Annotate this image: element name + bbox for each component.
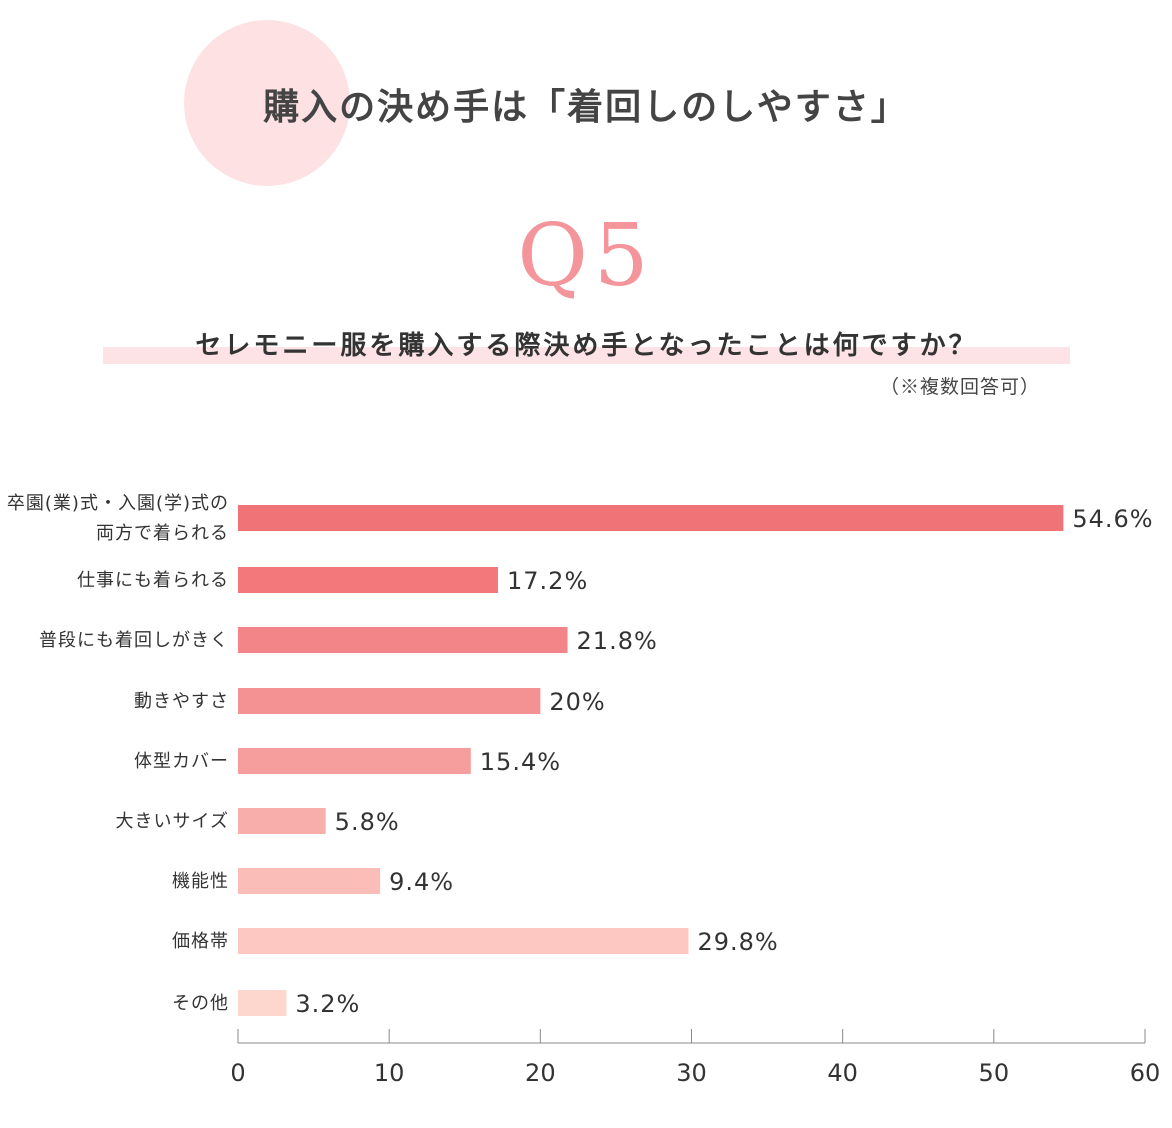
bar-5 xyxy=(238,808,326,834)
value-label-2: 21.8% xyxy=(577,627,658,655)
bar-0 xyxy=(238,505,1064,531)
category-label-2-0: 普段にも着回しがきく xyxy=(39,630,229,651)
category-label-8-0: その他 xyxy=(172,993,229,1014)
x-tick-label-6: 60 xyxy=(1130,1059,1161,1087)
bar-7 xyxy=(238,928,689,954)
x-tick-label-2: 20 xyxy=(525,1059,556,1087)
category-label-0-0: 卒園(業)式・入園(学)式の xyxy=(7,493,229,514)
x-tick-label-0: 0 xyxy=(230,1059,245,1087)
bar-1 xyxy=(238,567,499,593)
category-label-3-0: 動きやすさ xyxy=(134,691,229,712)
value-label-7: 29.8% xyxy=(697,928,778,956)
value-label-5: 5.8% xyxy=(335,808,400,836)
bar-3 xyxy=(238,688,541,714)
bar-8 xyxy=(238,990,287,1016)
x-tick-label-3: 30 xyxy=(676,1059,707,1087)
category-label-0-1: 両方で着られる xyxy=(96,523,229,544)
category-label-5-0: 大きいサイズ xyxy=(116,811,229,832)
value-label-6: 9.4% xyxy=(389,868,454,896)
category-label-6-0: 機能性 xyxy=(172,871,229,892)
x-tick-label-4: 40 xyxy=(827,1059,858,1087)
x-tick-label-1: 10 xyxy=(374,1059,405,1087)
page-title: 購入の決め手は「着回しのしやすさ」 xyxy=(263,86,909,128)
bar-6 xyxy=(238,868,381,894)
decorative-circle xyxy=(184,20,350,186)
category-label-1-0: 仕事にも着られる xyxy=(77,570,229,591)
question-text: セレモニー服を購入する際決め手となったことは何ですか？ xyxy=(195,331,978,361)
value-label-0: 54.6% xyxy=(1072,505,1153,533)
bar-2 xyxy=(238,627,568,653)
category-label-7-0: 価格帯 xyxy=(172,931,229,952)
value-label-4: 15.4% xyxy=(480,748,561,776)
question-highlight-band xyxy=(103,347,1070,364)
value-label-8: 3.2% xyxy=(295,990,360,1018)
bar-4 xyxy=(238,748,471,774)
x-tick-label-5: 50 xyxy=(979,1059,1010,1087)
value-label-1: 17.2% xyxy=(507,567,588,595)
category-label-4-0: 体型カバー xyxy=(134,751,229,772)
multiple-answer-note: （※複数回答可） xyxy=(879,376,1040,398)
question-number: Q5 xyxy=(517,206,655,306)
value-label-3: 20% xyxy=(549,688,605,716)
